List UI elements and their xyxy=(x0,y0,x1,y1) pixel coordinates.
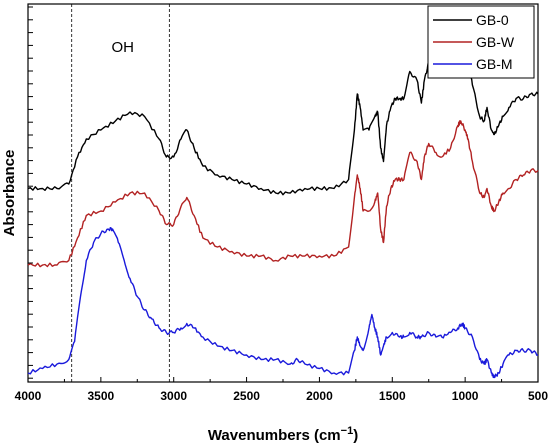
reference-lines xyxy=(71,4,170,382)
series-group xyxy=(27,43,539,379)
y-axis-ticks xyxy=(28,6,33,379)
x-axis-title-superscript: −1 xyxy=(341,425,354,437)
x-axis-ticks: 4000 3500 3000 2500 2000 1500 1000 500 xyxy=(15,377,548,403)
series-line-gb-w xyxy=(27,120,539,268)
x-tick-label-3500: 3500 xyxy=(88,389,115,403)
y-axis-title: Absorbance xyxy=(1,150,18,237)
legend-label-gb-m: GB-M xyxy=(476,56,513,72)
x-tick-label-1500: 1500 xyxy=(379,389,406,403)
x-tick-label-2500: 2500 xyxy=(233,389,260,403)
x-axis-title: Wavenumbers (cm−1) xyxy=(208,425,358,444)
x-axis-title-close: ) xyxy=(353,427,358,444)
x-tick-label-3000: 3000 xyxy=(160,389,187,403)
x-axis-title-main: Wavenumbers (cm xyxy=(208,427,341,444)
oh-annotation: OH xyxy=(111,39,134,56)
x-tick-label-2000: 2000 xyxy=(306,389,333,403)
series-line-gb-m xyxy=(27,227,539,379)
legend-label-gb-w: GB-W xyxy=(476,34,515,50)
legend-label-gb-0: GB-0 xyxy=(476,12,509,28)
series-line-gb-0 xyxy=(27,43,539,196)
x-tick-label-1000: 1000 xyxy=(452,389,479,403)
x-tick-label-4000: 4000 xyxy=(15,389,42,403)
x-tick-label-500: 500 xyxy=(528,389,548,403)
legend: GB-0 GB-W GB-M xyxy=(427,5,535,79)
